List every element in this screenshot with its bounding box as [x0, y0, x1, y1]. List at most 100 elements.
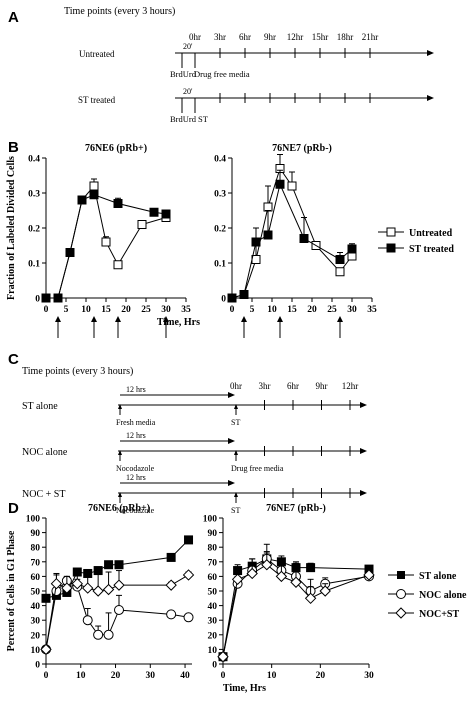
data-point	[335, 255, 345, 264]
interval-label: 12 hrs	[126, 385, 146, 394]
y-tick-label: 0.1	[28, 260, 40, 270]
legend-noc-st-label: NOC+ST	[419, 609, 459, 620]
data-point	[113, 260, 123, 270]
data-point	[61, 582, 73, 594]
y-tick-label: 30	[31, 617, 41, 627]
protocol-left-note: Fresh media	[116, 418, 156, 427]
legend-st-treated-label: ST treated	[409, 244, 454, 255]
protocol-row-label: NOC alone	[22, 447, 68, 458]
data-point	[275, 179, 285, 189]
data-point	[104, 560, 114, 570]
x-tick-label: 5	[64, 305, 69, 315]
chart-d-76ne7: 76NE7 (pRb-) 0 10 20 30 0 10 20 30 40 50 60 70 80 90 10…	[203, 503, 375, 681]
time-arrowhead	[241, 316, 247, 322]
interval-label: 12 hrs	[126, 473, 146, 482]
legend-noc-alone-label: NOC alone	[419, 590, 467, 601]
data-point	[113, 199, 123, 208]
data-point	[71, 577, 83, 590]
y-tick-label: 50	[208, 588, 218, 598]
series-line	[46, 194, 167, 299]
x-axis-title: Time, Hrs	[157, 317, 200, 328]
x-tick-label: 20	[316, 671, 326, 681]
y-tick-label: 0.1	[214, 260, 226, 270]
time-arrowhead	[277, 316, 283, 322]
time-arrowhead	[337, 316, 343, 322]
timepoint-label: 18hr	[337, 32, 354, 42]
data-point	[239, 290, 249, 299]
data-point	[82, 615, 93, 626]
data-point	[306, 563, 316, 573]
x-tick-label: 40	[180, 671, 190, 681]
series-untreated	[41, 178, 171, 303]
panel-c-heading: Time points (every 3 hours)	[22, 366, 133, 377]
y-tick-label: 20	[31, 631, 41, 641]
timepoint-label: 6hr	[287, 381, 299, 391]
data-point	[217, 650, 229, 663]
y-tick-label: 70	[208, 558, 218, 568]
chart-title: 76NE7 (pRb-)	[266, 503, 326, 514]
data-point	[114, 604, 124, 615]
data-point	[246, 567, 258, 580]
y-tick-label: 0.2	[28, 225, 40, 235]
data-point	[231, 573, 244, 586]
x-tick-label: 30	[161, 305, 171, 315]
y-tick-label: 30	[208, 617, 218, 627]
x-tick-label: 10	[76, 671, 86, 681]
data-point	[299, 234, 309, 243]
x-tick-label: 15	[101, 305, 111, 315]
data-point	[41, 293, 51, 303]
data-point	[53, 293, 63, 303]
data-point	[263, 230, 273, 240]
panel-a-row2-label: ST treated	[78, 95, 116, 105]
panel-d: D 76NE6 (pRb+) 0 10 20 30 40 0 10 20 30 40 50 60 70 80…	[6, 500, 467, 694]
panel-c-protocol-rows: ST alone 12 hrs Fresh media ST NOC alone 12 h…	[22, 385, 367, 515]
protocol-right-note: ST	[231, 506, 240, 515]
x-tick-label: 30	[146, 671, 156, 681]
panel-c: C Time points (every 3 hours) 0hr 3hr 6hr 9…	[8, 351, 367, 515]
data-point	[41, 593, 51, 603]
data-point	[101, 237, 111, 247]
protocol-row-label: NOC + ST	[22, 489, 65, 500]
time-arrowhead	[55, 316, 61, 322]
chart-title: 76NE7 (pRb-)	[272, 143, 332, 154]
x-tick-label: 10	[81, 305, 91, 315]
zero-arrowhead	[234, 492, 238, 497]
timepoint-label: 3hr	[259, 381, 271, 391]
data-point	[287, 181, 297, 191]
data-point	[251, 237, 261, 247]
y-tick-label: 40	[31, 602, 41, 612]
zero-arrowhead	[234, 404, 238, 409]
series-noc-alone	[41, 572, 194, 655]
legend-untreated-marker	[386, 227, 396, 237]
data-point	[102, 583, 115, 596]
y-tick-label: 20	[208, 631, 218, 641]
series-line	[45, 574, 189, 650]
x-tick-label: 35	[367, 305, 377, 315]
chart-b-76ne7: 76NE7 (pRb-) 0 5 10 15 20 25 30 35 0 0.1 0.2 0.3 0.4	[214, 143, 377, 338]
data-point	[227, 293, 237, 303]
legend-st-alone-marker	[397, 571, 405, 579]
timepoint-label: 3hr	[214, 32, 226, 42]
timepoint-label: 6hr	[239, 32, 251, 42]
y-tick-label: 90	[208, 529, 218, 539]
x-tick-label: 0	[221, 671, 226, 681]
protocol-right-note: ST	[231, 418, 240, 427]
panel-b-legend: Untreated ST treated	[378, 227, 454, 255]
time-arrowhead	[115, 316, 121, 322]
x-tick-label: 35	[181, 305, 191, 315]
panel-a-timepoint-labels: 0hr 3hr 6hr 9hr 12hr 15hr 18hr 21hr	[189, 32, 378, 42]
data-point	[182, 569, 195, 581]
protocol-row: ST alone 12 hrs Fresh media ST	[22, 385, 367, 427]
protocol-timeline-arrowhead	[360, 448, 367, 454]
y-tick-label: 10	[208, 646, 218, 656]
y-axis-title: Fraction of Labeled Divided Cells	[6, 156, 17, 300]
data-point	[50, 577, 63, 590]
timepoint-label: 0hr	[230, 381, 242, 391]
panel-a-row2-gap: 20'	[183, 87, 193, 96]
data-point	[251, 255, 261, 264]
y-tick-label: 40	[208, 602, 218, 612]
data-point	[363, 569, 375, 581]
panel-b: B 76NE6 (pRb+) 0 5 10 15 20 25 30 35 0 0.1 0.2 0.3 0.…	[6, 139, 454, 338]
y-tick-label: 10	[31, 646, 41, 656]
series-noc-alone	[218, 543, 374, 662]
